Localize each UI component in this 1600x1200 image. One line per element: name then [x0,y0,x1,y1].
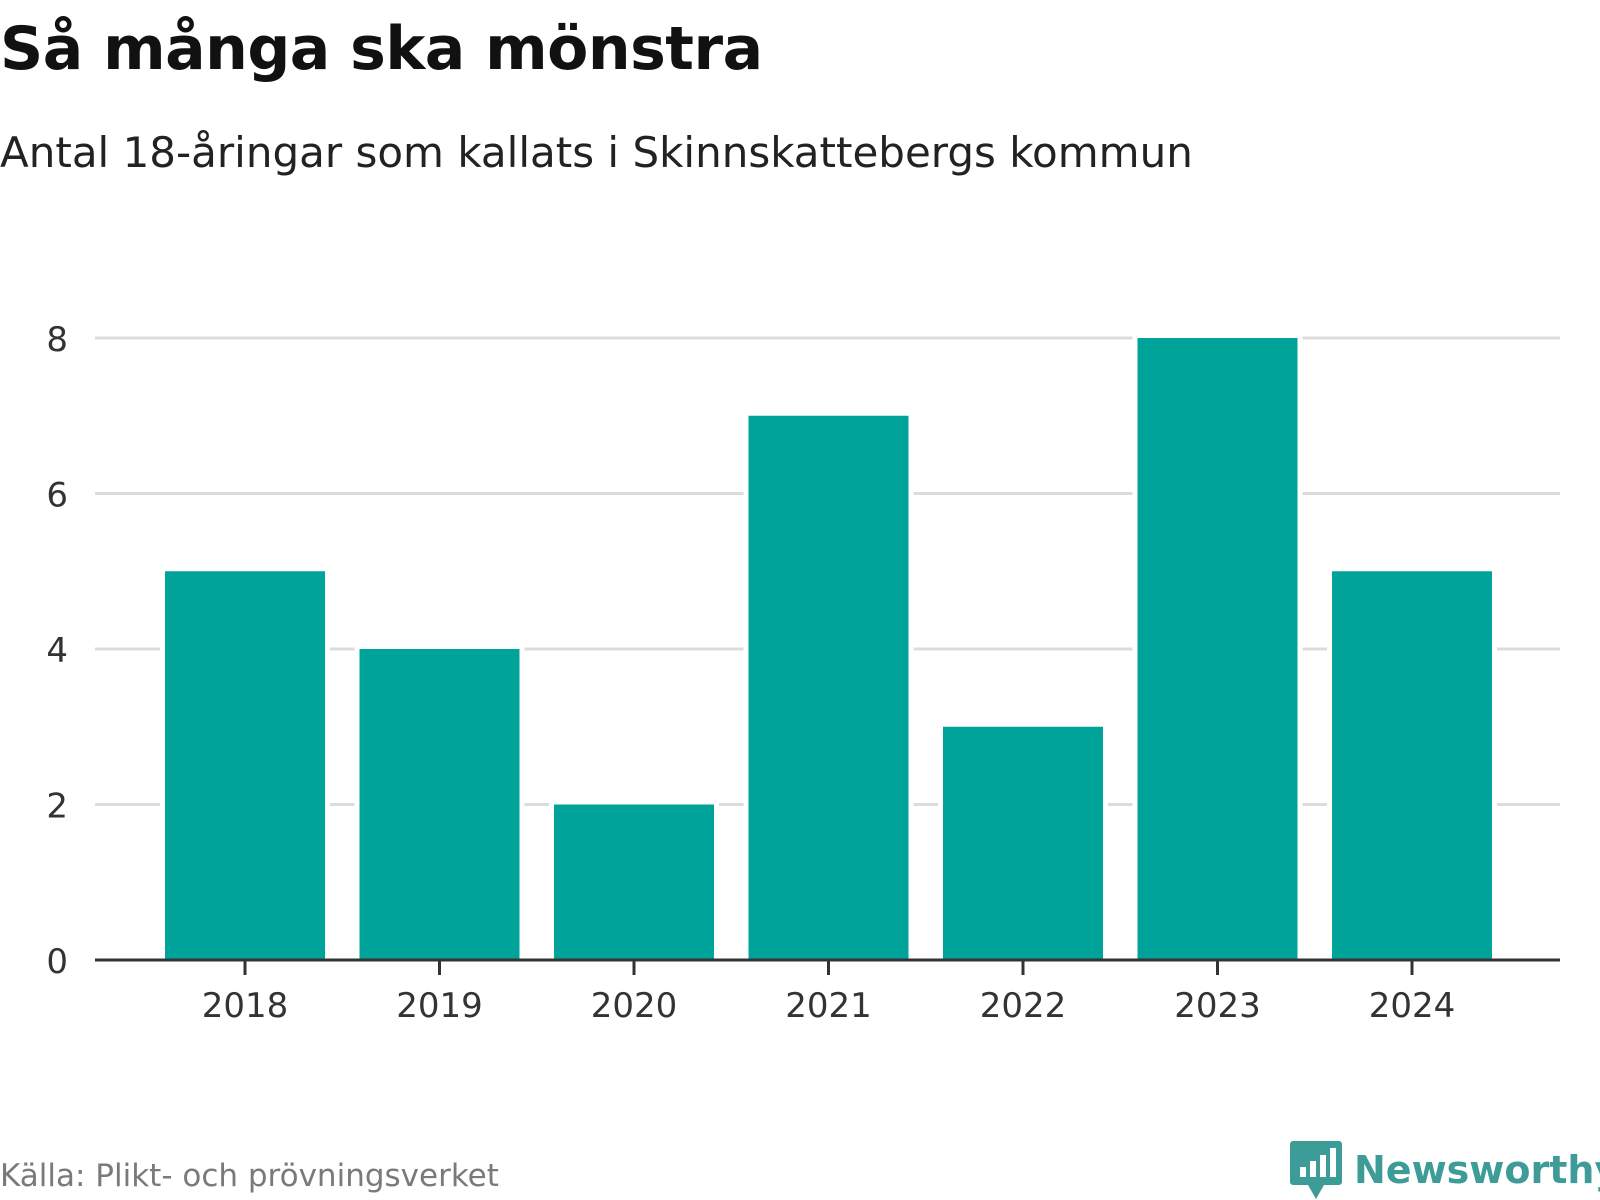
bar-2024 [1332,571,1492,960]
bar-2021 [748,415,909,960]
bar-chart-icon [1290,1141,1342,1199]
bar-2018 [165,571,325,960]
y-tick-label-8: 8 [46,320,68,360]
brand-logo: Newsworthy [1290,1140,1600,1200]
x-tick-label-2023: 2023 [1174,986,1261,1026]
axes [95,958,1560,975]
brand-name: Newsworthy [1354,1148,1600,1192]
x-tick-label-2020: 2020 [591,986,678,1026]
bar-2022 [943,726,1103,960]
y-tick-label-2: 2 [46,787,68,827]
bar-2020 [554,804,714,960]
y-tick-label-0: 0 [46,942,68,982]
tick-labels: 0 2 4 6 8 2018 2019 2020 2021 2022 2023 2024 [46,320,1455,1026]
x-tick-label-2021: 2021 [785,986,872,1026]
x-tick-label-2024: 2024 [1369,986,1456,1026]
x-tick-label-2019: 2019 [396,986,483,1026]
x-tick-label-2018: 2018 [202,986,289,1026]
source-note: Källa: Plikt- och prövningsverket [0,1158,499,1194]
chart-title: Så många ska mönstra [0,14,763,84]
bar-2023 [1137,338,1298,960]
bar-2019 [359,649,520,960]
chart-subtitle: Antal 18-åringar som kallats i Skinnskat… [0,128,1193,177]
bars [160,336,1497,960]
y-tick-label-6: 6 [46,476,68,516]
y-tick-label-4: 4 [46,631,68,671]
x-tick-label-2022: 2022 [980,986,1067,1026]
